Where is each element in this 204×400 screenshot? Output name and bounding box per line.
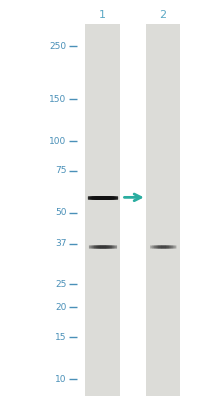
Bar xyxy=(145,24,179,396)
Text: 25: 25 xyxy=(55,280,66,289)
Text: 250: 250 xyxy=(49,42,66,51)
Text: 75: 75 xyxy=(55,166,66,175)
Bar xyxy=(85,24,119,396)
Text: 20: 20 xyxy=(55,303,66,312)
Text: 50: 50 xyxy=(55,208,66,217)
Text: 10: 10 xyxy=(55,375,66,384)
Text: 1: 1 xyxy=(99,10,105,20)
Text: 15: 15 xyxy=(55,333,66,342)
Text: 2: 2 xyxy=(159,10,165,20)
Text: 150: 150 xyxy=(49,94,66,104)
Text: 100: 100 xyxy=(49,136,66,146)
Text: 37: 37 xyxy=(55,239,66,248)
